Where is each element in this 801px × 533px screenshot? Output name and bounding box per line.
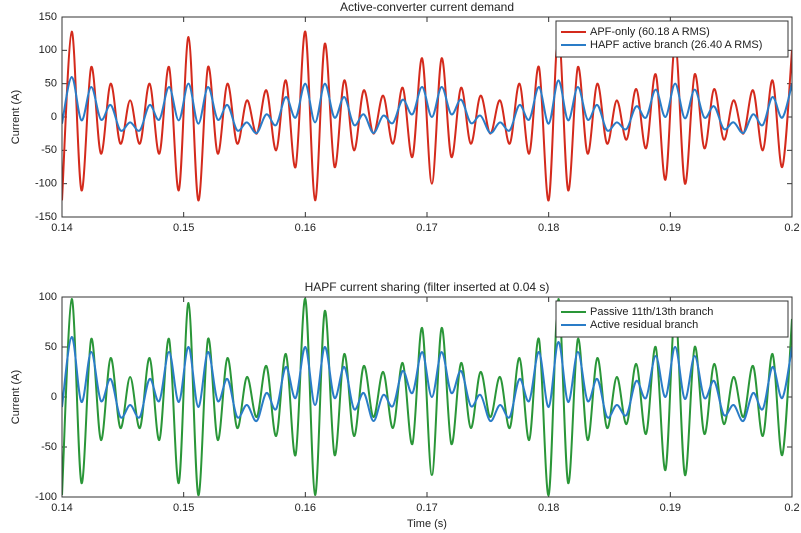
series-line <box>62 297 792 497</box>
legend-label: Active residual branch <box>590 319 698 331</box>
y-tick-label: -50 <box>41 441 57 453</box>
legend-label: Passive 11th/13th branch <box>590 306 713 318</box>
x-tick-label: 0.19 <box>660 502 681 514</box>
y-tick-label: 0 <box>51 111 57 123</box>
x-tick-label: 0.2 <box>784 502 799 514</box>
x-axis-label: Time (s) <box>407 518 447 530</box>
y-tick-label: 150 <box>39 11 57 23</box>
y-tick-label: -150 <box>35 211 57 223</box>
x-tick-label: 0.18 <box>538 222 559 234</box>
y-tick-label: 100 <box>39 44 57 56</box>
x-tick-label: 0.17 <box>416 222 437 234</box>
chart-title: Active-converter current demand <box>340 0 514 14</box>
y-axis-label: Current (A) <box>10 90 22 144</box>
x-tick-label: 0.2 <box>784 222 799 234</box>
y-tick-label: 50 <box>45 78 57 90</box>
x-tick-label: 0.15 <box>173 222 194 234</box>
series-line <box>62 335 792 423</box>
x-tick-label: 0.18 <box>538 502 559 514</box>
legend-box <box>555 300 789 338</box>
y-axis-label: Current (A) <box>10 370 22 424</box>
y-tick-label: -100 <box>35 491 57 503</box>
x-tick-label: 0.17 <box>416 502 437 514</box>
x-tick-label: 0.16 <box>295 222 316 234</box>
legend-label: APF-only (60.18 A RMS) <box>590 26 710 38</box>
axes-frame <box>61 296 793 498</box>
x-tick-label: 0.15 <box>173 502 194 514</box>
axes-frame <box>61 16 793 218</box>
legend-label: HAPF active branch (26.40 A RMS) <box>590 39 762 51</box>
y-tick-label: -50 <box>41 144 57 156</box>
y-tick-label: 100 <box>39 291 57 303</box>
legend-box <box>555 20 789 58</box>
x-tick-label: 0.14 <box>51 502 72 514</box>
x-tick-label: 0.14 <box>51 222 72 234</box>
x-tick-label: 0.19 <box>660 222 681 234</box>
series-line <box>62 75 792 135</box>
y-tick-label: 50 <box>45 341 57 353</box>
y-tick-label: 0 <box>51 391 57 403</box>
series-line <box>62 30 792 202</box>
y-tick-label: -100 <box>35 178 57 190</box>
x-tick-label: 0.16 <box>295 502 316 514</box>
chart-title: HAPF current sharing (filter inserted at… <box>305 280 550 294</box>
